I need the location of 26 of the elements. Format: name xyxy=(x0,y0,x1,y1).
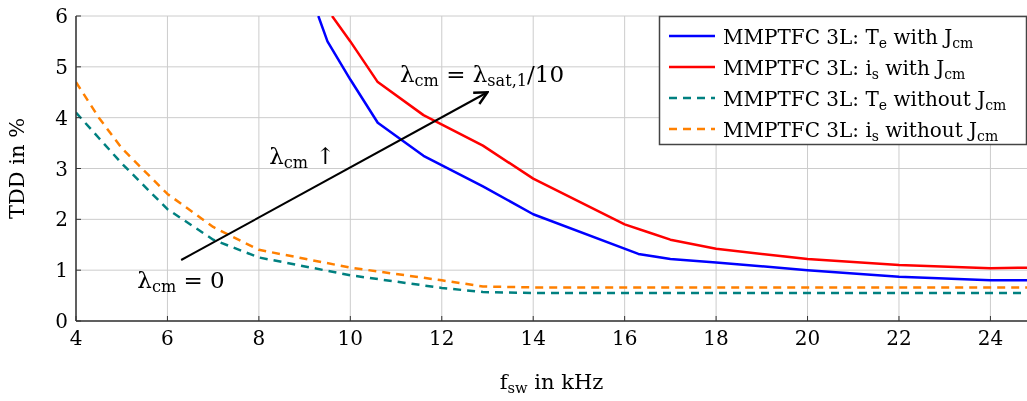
x-tick-label: 16 xyxy=(611,326,638,350)
y-tick-label: 3 xyxy=(55,156,68,181)
x-tick-label: 22 xyxy=(886,326,912,350)
annotation: λ$_{cm}$ = λ$_{sat,1}$/10 xyxy=(399,61,565,90)
y-tick-label: 2 xyxy=(55,207,68,232)
y-axis-title: TDD in % xyxy=(5,117,29,220)
x-tick-label: 18 xyxy=(703,326,729,350)
x-tick-label: 14 xyxy=(520,326,546,350)
y-tick-label: 4 xyxy=(55,105,68,130)
annotation: λ$_{cm}$ ↑ xyxy=(269,143,335,172)
x-tick-label: 20 xyxy=(794,326,821,350)
x-tick-label: 6 xyxy=(161,326,174,350)
x-tick-label: 10 xyxy=(337,326,364,350)
y-tick-label: 0 xyxy=(55,309,68,333)
x-tick-label: 12 xyxy=(429,326,455,350)
x-tick-label: 8 xyxy=(252,326,266,350)
legend-label: MMPTFC 3L: T$_{e}$ with J$_{cm}$ xyxy=(723,25,974,51)
x-axis-title: f$_{sw}$ in kHz xyxy=(499,370,604,396)
annotation: λ$_{cm}$ = 0 xyxy=(137,267,225,296)
x-tick-label: 24 xyxy=(977,326,1004,350)
y-tick-label: 5 xyxy=(55,54,68,79)
y-tick-label: 6 xyxy=(55,4,68,28)
y-tick-label: 1 xyxy=(55,258,68,283)
legend-label: MMPTFC 3L: T$_{e}$ without J$_{cm}$ xyxy=(723,87,1007,113)
legend-label: MMPTFC 3L: i$_{s}$ without J$_{cm}$ xyxy=(723,118,999,144)
legend-label: MMPTFC 3L: i$_{s}$ with J$_{cm}$ xyxy=(723,56,966,82)
